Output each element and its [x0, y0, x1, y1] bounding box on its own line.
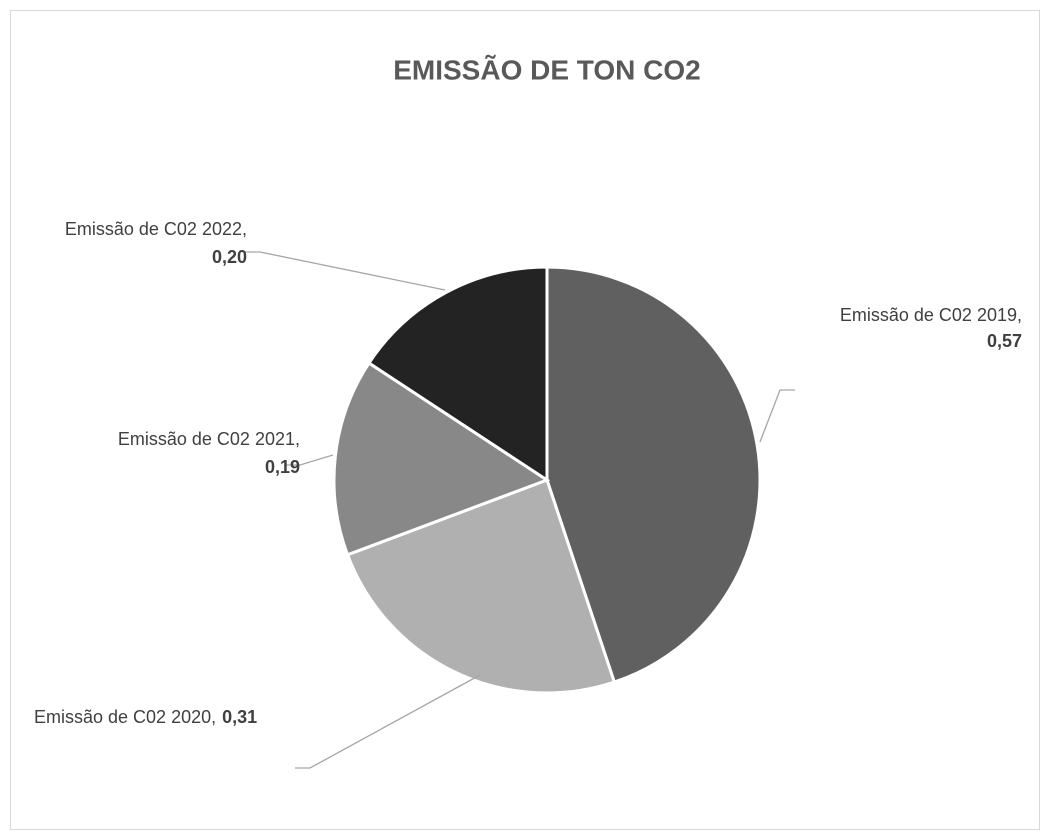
- leader-line: [245, 251, 446, 291]
- category-name: Emissão de C02 2019: [840, 305, 1017, 325]
- data-label: Emissão de C02 2020, 0,31: [34, 707, 257, 727]
- label-separator: ,: [211, 707, 216, 727]
- leader-line: [759, 389, 795, 443]
- leader-line: [285, 454, 334, 466]
- label-separator: ,: [295, 429, 300, 449]
- value-label: 0,20: [212, 247, 247, 267]
- value-label: 0,31: [222, 707, 257, 727]
- category-name: Emissão de C02 2021: [118, 429, 295, 449]
- pie-slice: [345, 478, 617, 695]
- label-separator: ,: [1017, 305, 1022, 325]
- label-separator: ,: [242, 219, 247, 239]
- data-label: Emissão de C02 2021, 0,19: [118, 429, 300, 477]
- pie-slice: [366, 265, 549, 483]
- leader-line: [295, 674, 481, 769]
- pie-slice: [545, 265, 762, 684]
- pie-slice: [332, 360, 551, 557]
- data-label: Emissão de C02 2022, 0,20: [65, 219, 247, 267]
- data-label: Emissão de C02 2019, 0,57: [840, 305, 1022, 351]
- chart-title: EMISSÃO DE TON CO2: [393, 54, 701, 85]
- category-name: Emissão de C02 2022: [65, 219, 242, 239]
- value-label: 0,57: [987, 331, 1022, 351]
- value-label: 0,19: [265, 457, 300, 477]
- category-name: Emissão de C02 2020: [34, 707, 211, 727]
